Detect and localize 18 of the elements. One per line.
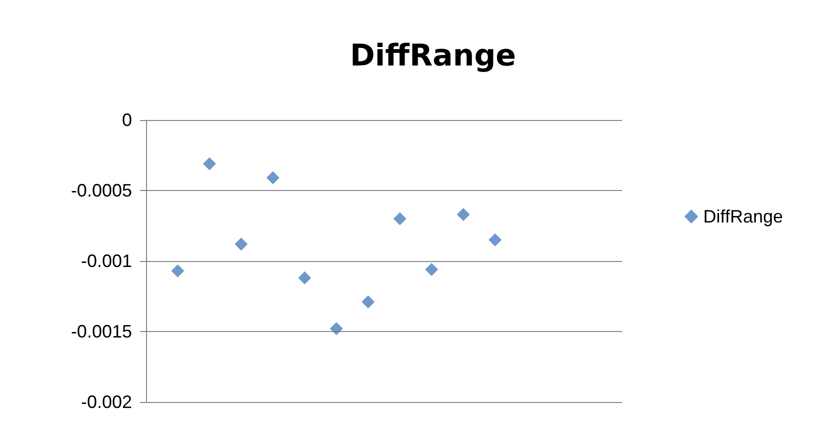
point [234, 238, 248, 251]
y-tick-label: 0 [122, 110, 132, 130]
y-tick-label: -0.001 [80, 251, 132, 271]
point [425, 262, 438, 276]
y-tick-label: -0.0015 [70, 322, 132, 342]
point [171, 264, 184, 278]
point [202, 157, 216, 170]
point [393, 212, 406, 226]
point [488, 233, 502, 246]
y-tick-label: -0.0005 [70, 180, 132, 200]
point [298, 271, 312, 284]
point [362, 295, 375, 308]
point [266, 171, 280, 184]
point [456, 208, 470, 221]
y-tick-label: -0.002 [80, 392, 132, 412]
legend-label: DiffRange [703, 206, 783, 226]
chart-title: DiffRange [350, 38, 516, 74]
point [330, 322, 343, 336]
